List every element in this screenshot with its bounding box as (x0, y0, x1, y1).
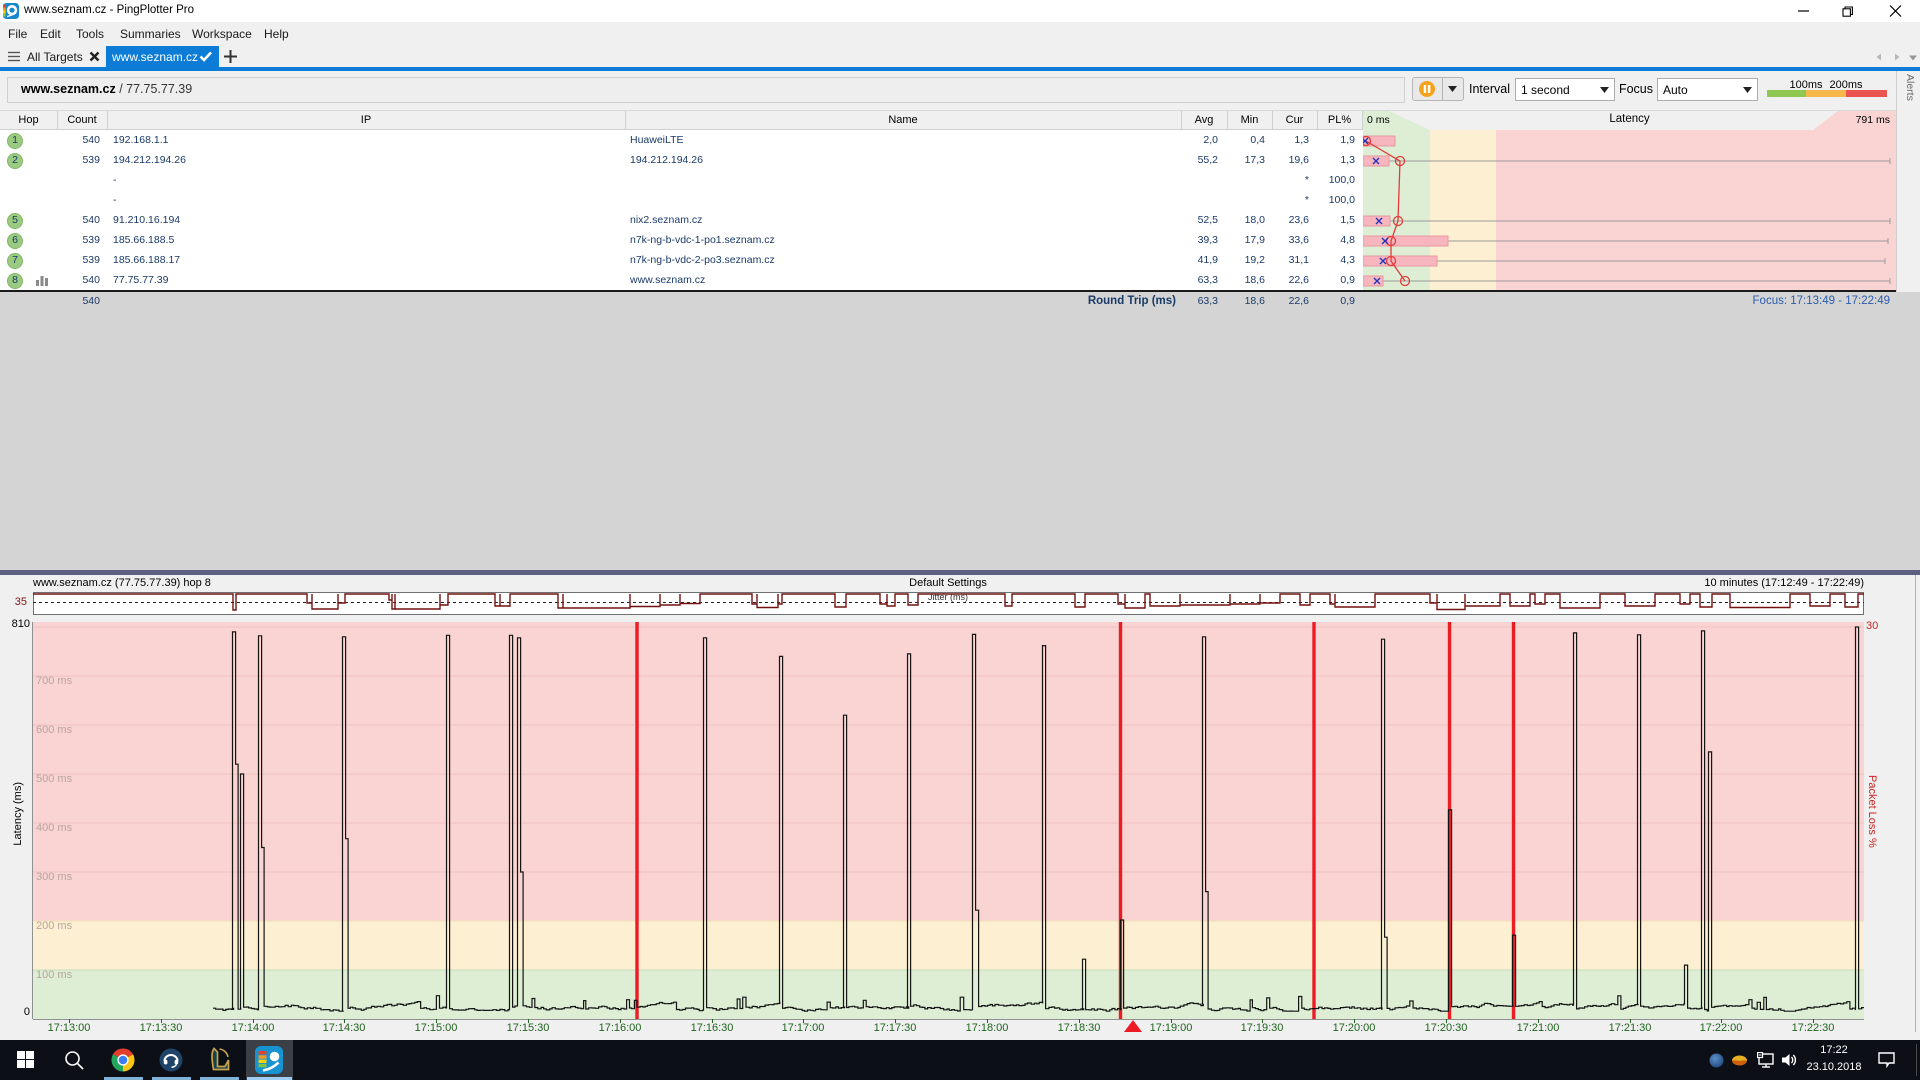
svg-text:300 ms: 300 ms (36, 871, 73, 883)
svg-text:700 ms: 700 ms (36, 675, 73, 687)
svg-text:200 ms: 200 ms (36, 920, 73, 932)
svg-text:600 ms: 600 ms (36, 724, 73, 736)
svg-text:100 ms: 100 ms (36, 969, 73, 981)
svg-text:400 ms: 400 ms (36, 822, 73, 834)
svg-text:500 ms: 500 ms (36, 773, 73, 785)
